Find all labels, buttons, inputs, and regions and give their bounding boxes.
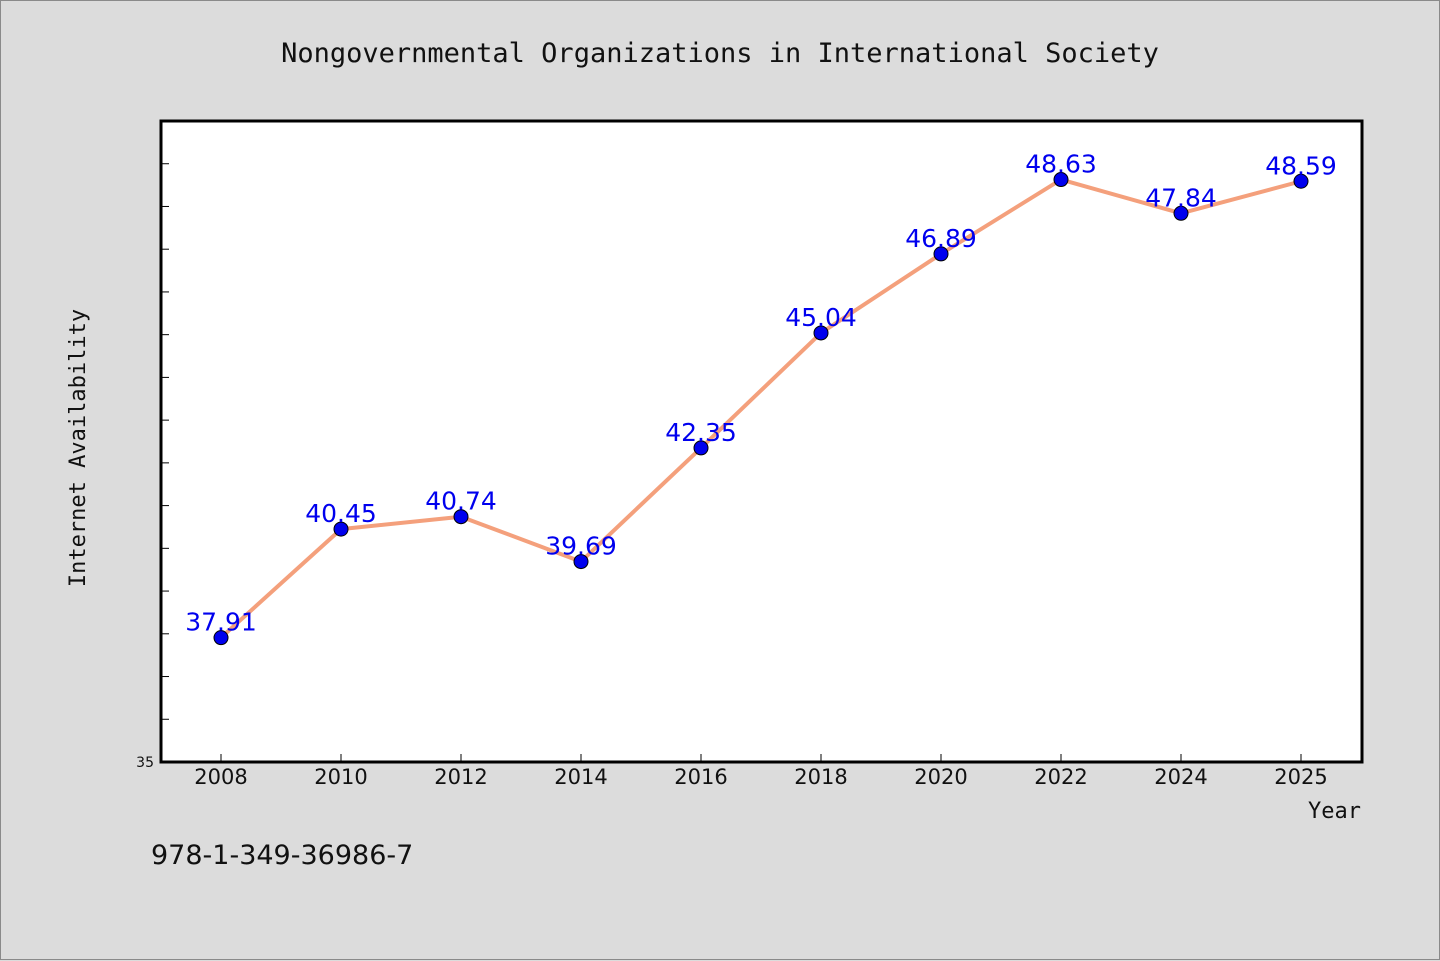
data-label: 45.04 — [785, 303, 857, 332]
data-point — [933, 246, 949, 262]
x-axis-ticks: 2008 2010 2012 2014 2016 2018 2020 2022 2024 2025 — [194, 754, 1328, 789]
x-axis-label: Year — [1308, 799, 1361, 824]
data-point — [693, 440, 709, 456]
x-tick-label: 2022 — [1034, 765, 1087, 789]
data-point — [333, 521, 349, 537]
x-tick-label: 2018 — [794, 765, 847, 789]
x-tick-label: 2016 — [674, 765, 727, 789]
x-tick-label: 2010 — [314, 765, 367, 789]
x-tick-label: 2024 — [1154, 765, 1207, 789]
data-label: 48.59 — [1265, 151, 1337, 180]
data-label: 47.84 — [1145, 183, 1217, 212]
data-label: 39.69 — [545, 532, 617, 561]
isbn-footer: 978-1-349-36986-7 — [151, 840, 413, 871]
data-point — [1173, 205, 1189, 221]
x-tick-label: 2008 — [194, 765, 247, 789]
y-tick-label: 35 — [136, 755, 154, 771]
data-label: 46.89 — [905, 224, 977, 253]
series-line — [219, 177, 1303, 640]
data-point — [213, 630, 229, 646]
y-axis-label: Internet Availability — [66, 309, 91, 587]
y-axis-ticks — [161, 120, 169, 720]
series-line-group: 37.91 40.45 40.74 39.69 42.35 45.04 46.89 48.63… — [185, 150, 1337, 646]
data-point — [1053, 172, 1069, 188]
data-point — [813, 325, 829, 341]
data-point — [453, 509, 469, 525]
data-label: 48.63 — [1025, 150, 1097, 179]
data-point — [573, 554, 589, 570]
x-tick-label: 2020 — [914, 765, 967, 789]
x-tick-label: 2025 — [1274, 765, 1327, 789]
data-label: 40.45 — [305, 499, 377, 528]
x-tick-label: 2012 — [434, 765, 487, 789]
data-point — [1293, 173, 1309, 189]
plot-area — [159, 119, 1364, 764]
data-label: 40.74 — [425, 487, 497, 516]
chart-title: Nongovernmental Organizations in Interna… — [281, 38, 1159, 69]
data-label: 37.91 — [185, 608, 257, 637]
x-tick-label: 2014 — [554, 765, 607, 789]
data-label: 42.35 — [665, 418, 737, 447]
